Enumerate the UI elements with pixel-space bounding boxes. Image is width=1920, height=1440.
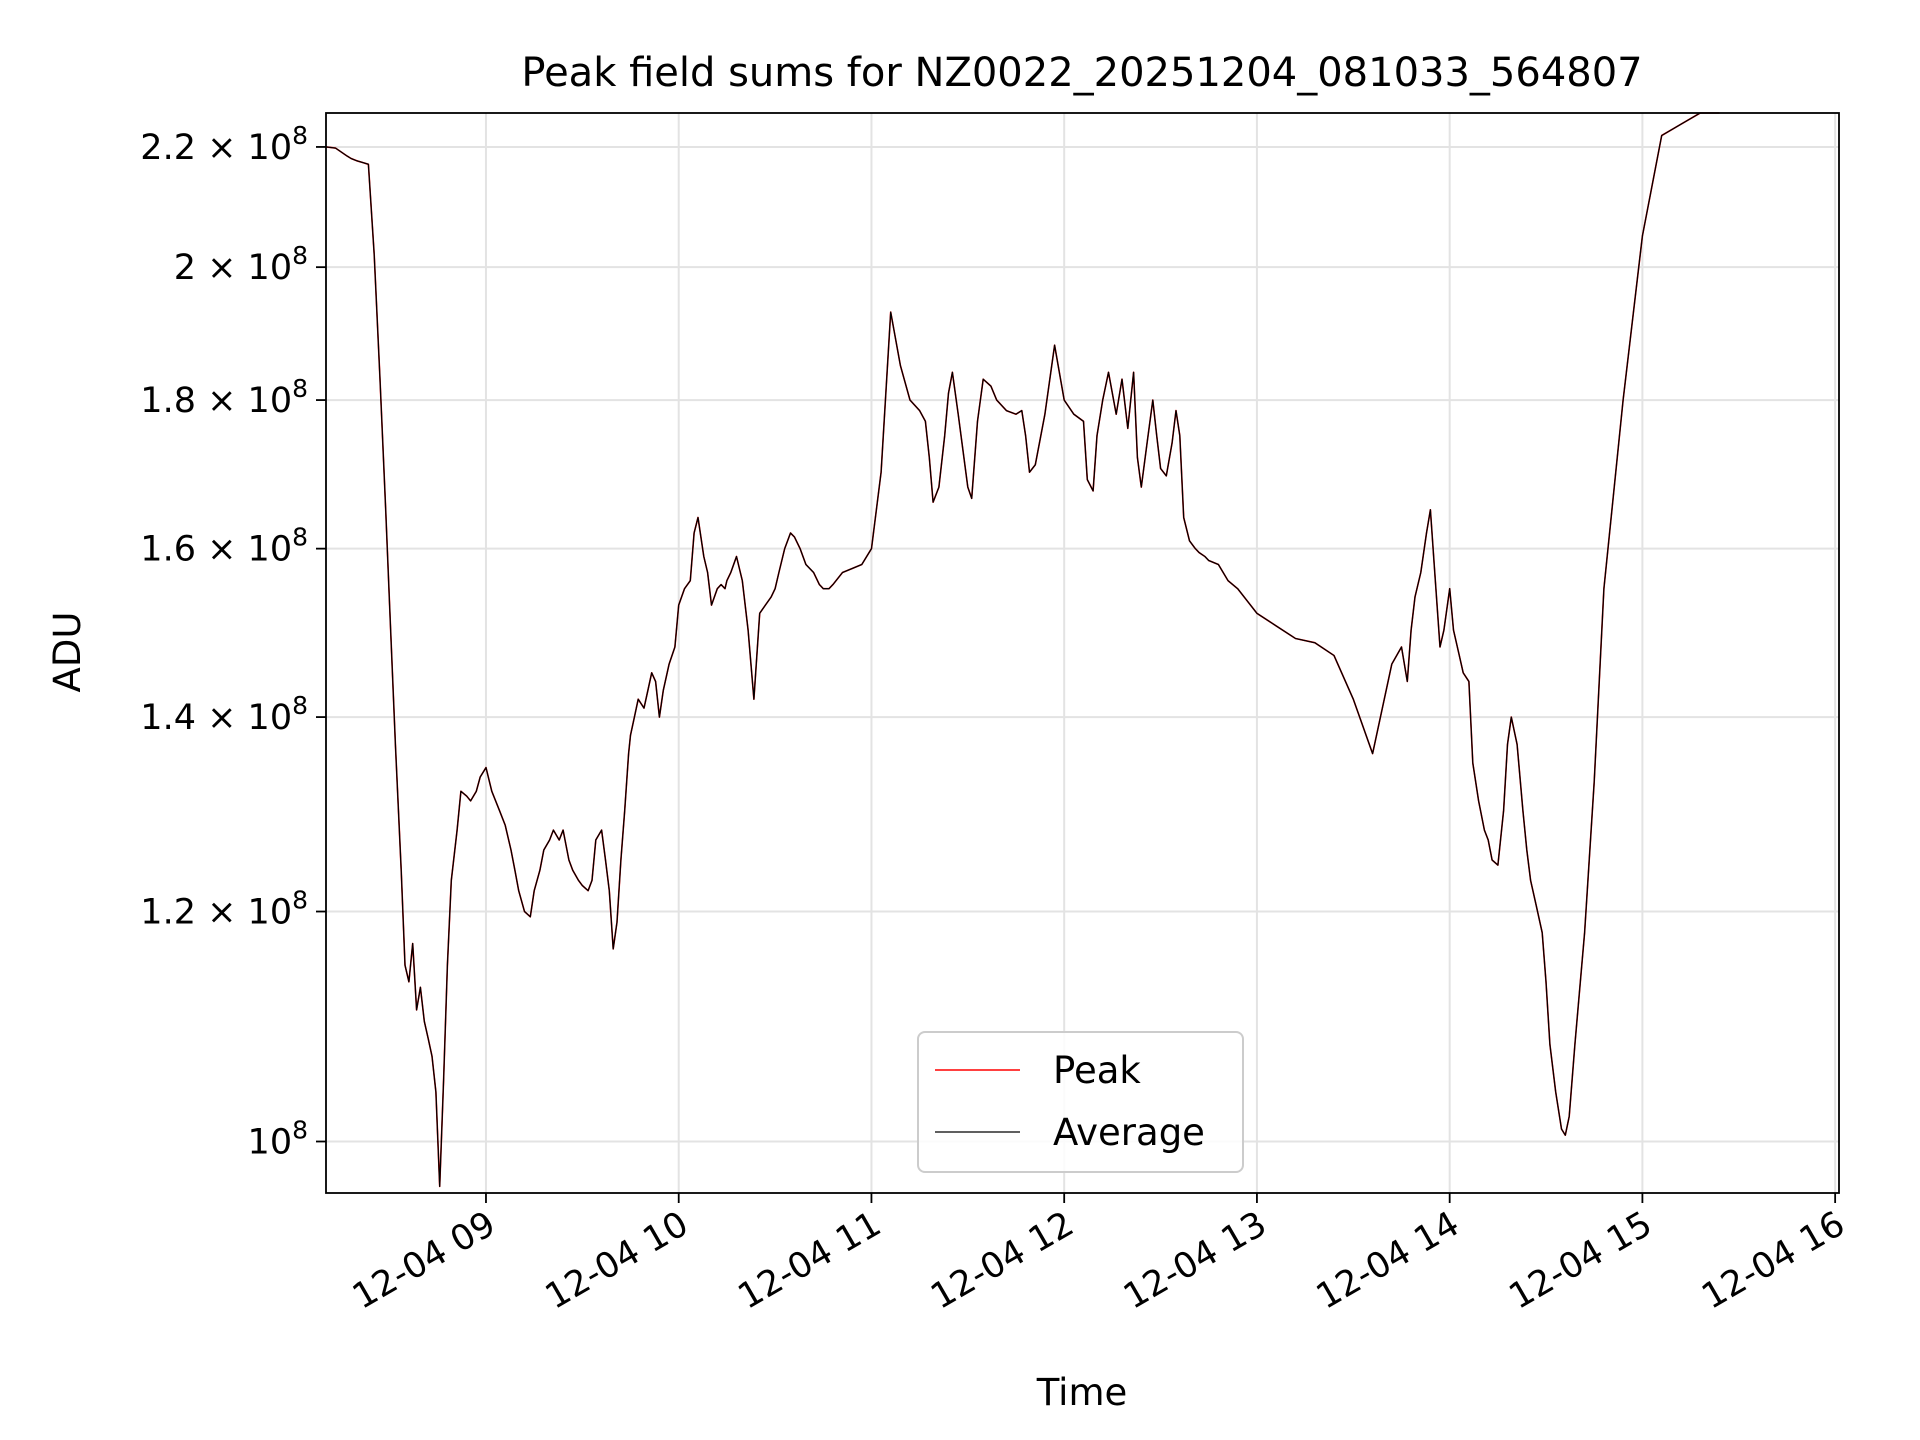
y-tick-label: 1.8 × 108 (140, 374, 308, 421)
y-tick-label: 1.2 × 108 (140, 886, 308, 933)
series-line-average (325, 112, 1720, 1188)
plot-area (325, 112, 1720, 1188)
x-axis-label: Time (1036, 1371, 1128, 1414)
grid (326, 113, 1839, 1193)
legend-label-average: Average (1053, 1111, 1205, 1154)
y-tick-label: 1.6 × 108 (140, 523, 308, 570)
legend-box (917, 1031, 1244, 1173)
legend: Peak Average (917, 1031, 1244, 1173)
y-tick-label: 2.2 × 108 (140, 121, 308, 168)
y-axis-label: ADU (46, 612, 89, 693)
legend-label-peak: Peak (1053, 1049, 1141, 1092)
plot-frame (325, 112, 1840, 1194)
chart-title: Peak field sums for NZ0022_20251204_0810… (521, 50, 1642, 96)
y-tick-label: 108 (248, 1116, 308, 1163)
y-tick-label: 2 × 108 (174, 241, 308, 288)
y-tick-label: 1.4 × 108 (140, 691, 308, 738)
